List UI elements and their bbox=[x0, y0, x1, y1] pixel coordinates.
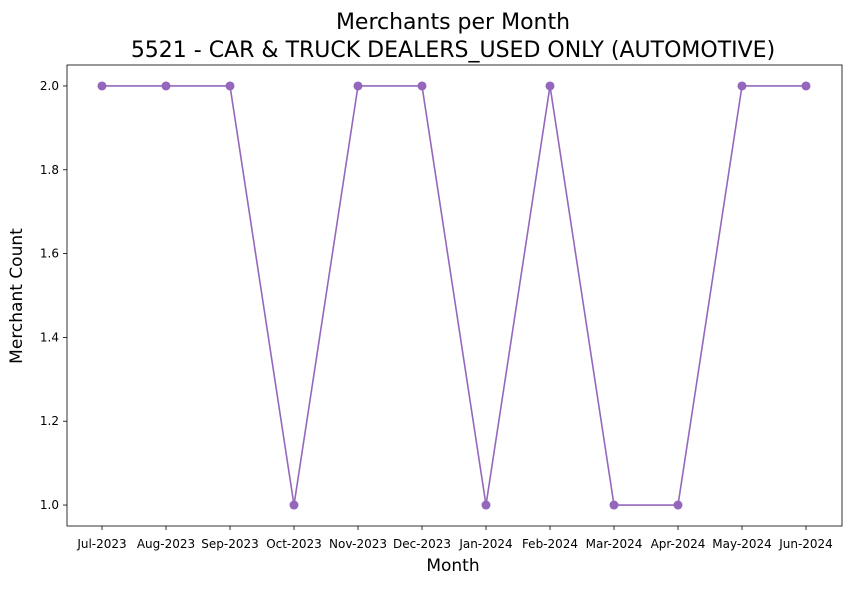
data-point bbox=[609, 500, 619, 510]
data-point bbox=[481, 500, 491, 510]
y-axis: 1.0 1.2 1.4 1.6 1.8 2.0 bbox=[40, 79, 67, 512]
data-point bbox=[801, 81, 811, 91]
y-tick-label: 2.0 bbox=[40, 79, 59, 93]
x-axis-label: Month bbox=[426, 556, 479, 576]
x-axis: Jul-2023 Aug-2023 Sep-2023 Oct-2023 Nov-2023… bbox=[76, 526, 833, 551]
data-point bbox=[417, 81, 427, 91]
y-tick-label: 1.4 bbox=[40, 330, 59, 344]
data-point bbox=[545, 81, 555, 91]
x-tick-label: Jun-2024 bbox=[778, 537, 833, 551]
x-tick-label: Oct-2023 bbox=[266, 537, 322, 551]
x-tick-label: May-2024 bbox=[712, 537, 771, 551]
x-tick-label: Sep-2023 bbox=[201, 537, 259, 551]
chart-subtitle: 5521 - CAR & TRUCK DEALERS_USED ONLY (AU… bbox=[131, 38, 775, 63]
data-point bbox=[225, 81, 235, 91]
series-group bbox=[97, 81, 811, 510]
data-point bbox=[737, 81, 747, 91]
chart-title: Merchants per Month bbox=[336, 10, 570, 35]
data-point bbox=[161, 81, 171, 91]
x-tick-label: Jul-2023 bbox=[76, 537, 126, 551]
series-line bbox=[102, 85, 806, 506]
x-tick-label: Apr-2024 bbox=[651, 537, 706, 551]
y-tick-label: 1.2 bbox=[40, 414, 59, 428]
y-axis-label: Merchant Count bbox=[7, 228, 27, 364]
data-point bbox=[353, 81, 363, 91]
x-tick-label: Feb-2024 bbox=[522, 537, 578, 551]
x-tick-label: Jan-2024 bbox=[458, 537, 512, 551]
data-point bbox=[673, 500, 683, 510]
plot-frame bbox=[66, 64, 843, 527]
x-tick-label: Aug-2023 bbox=[137, 537, 195, 551]
x-tick-label: Nov-2023 bbox=[329, 537, 387, 551]
y-tick-label: 1.6 bbox=[40, 247, 59, 261]
y-tick-label: 1.8 bbox=[40, 163, 59, 177]
data-point bbox=[289, 500, 299, 510]
data-point bbox=[97, 81, 107, 91]
x-tick-label: Dec-2023 bbox=[393, 537, 451, 551]
y-tick-label: 1.0 bbox=[40, 498, 59, 512]
x-tick-label: Mar-2024 bbox=[586, 537, 643, 551]
